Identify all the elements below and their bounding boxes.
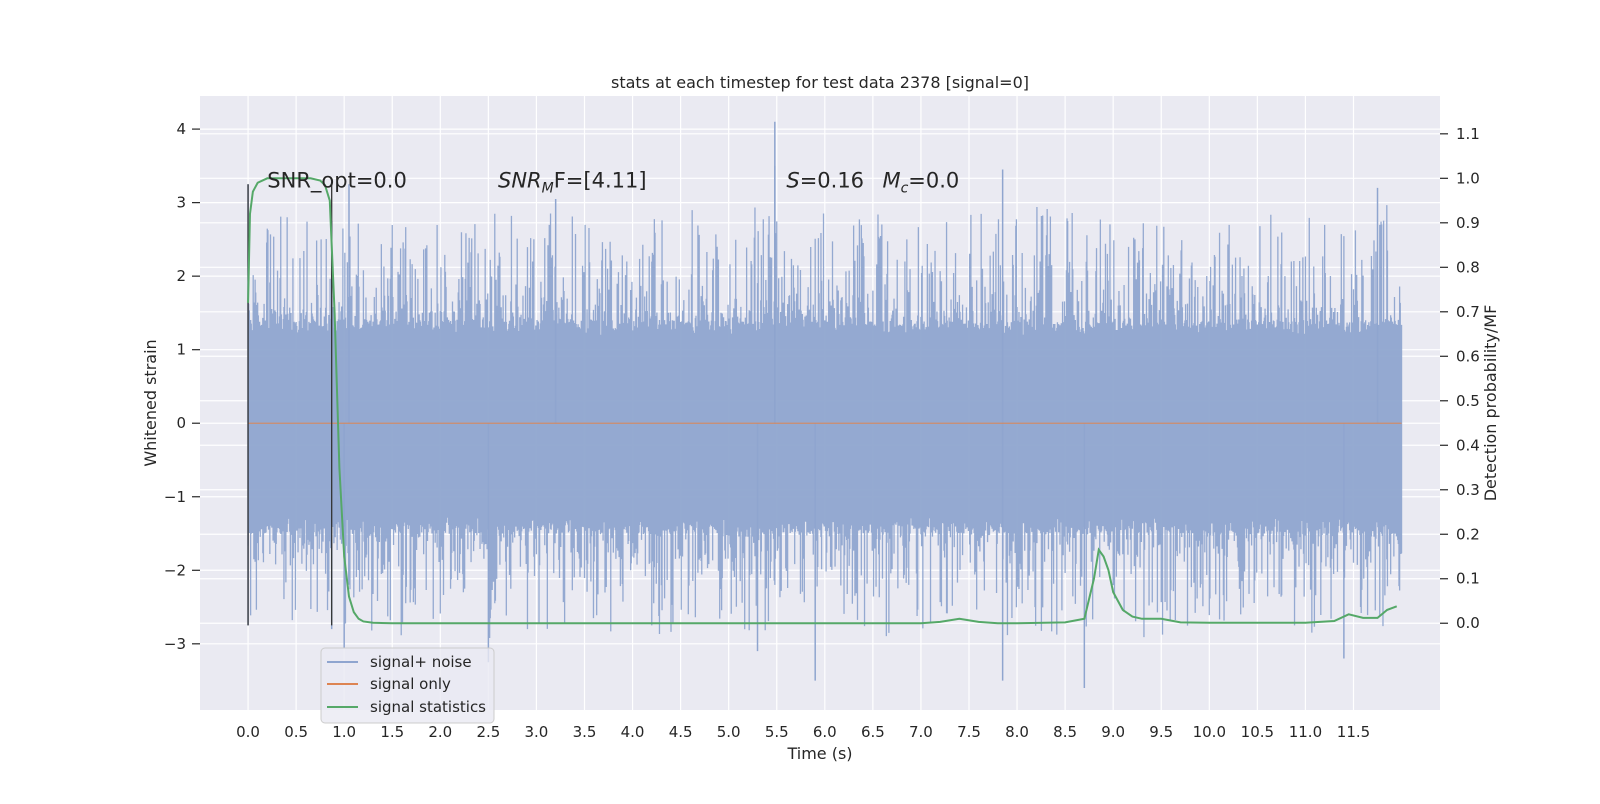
x-tick-label-22: 11.0 <box>1289 723 1322 741</box>
x-tick-label-10: 5.0 <box>717 723 741 741</box>
x-tick-label-14: 7.0 <box>909 723 933 741</box>
annotation-s-value: S=0.16 <box>786 169 864 193</box>
y-right-tick-label-8: 0.8 <box>1456 258 1480 276</box>
series-signal-statistics <box>247 177 1398 625</box>
legend-box <box>320 647 495 724</box>
signal-statistics-line <box>247 177 1398 625</box>
x-axis-ticks: 0.0 0.5 1.0 1.5 2.0 2.5 3.0 3.5 4.0 4.5 5.0 5.5 6.0 6… <box>236 723 1370 741</box>
x-tick-label-16: 8.0 <box>1005 723 1029 741</box>
y-left-tick-label-7: 4 <box>176 120 186 138</box>
y-right-tick-label-9: 0.9 <box>1456 214 1480 232</box>
y-right-tick-label-0: 0.0 <box>1456 614 1480 632</box>
x-tick-label-12: 6.0 <box>813 723 837 741</box>
annotation-mc-value-main: M <box>882 169 900 193</box>
x-tick-label-4: 2.0 <box>428 723 452 741</box>
annotation-s-value-rest: =0.16 <box>800 169 864 193</box>
y-right-tick-label-3: 0.3 <box>1456 481 1480 499</box>
annotation-snr-mf-main: SNR <box>498 169 542 193</box>
annotation-snr-mf-rest: F=[4.11] <box>554 169 647 193</box>
y-right-tick-label-4: 0.4 <box>1456 436 1480 454</box>
x-tick-label-21: 10.5 <box>1241 723 1274 741</box>
y-right-tick-label-5: 0.5 <box>1456 392 1480 410</box>
x-tick-label-2: 1.0 <box>332 723 356 741</box>
annotation-snr-mf: SNRMF=[4.11] <box>498 169 647 197</box>
x-tick-label-11: 5.5 <box>765 723 789 741</box>
y-right-tick-label-2: 0.2 <box>1456 525 1480 543</box>
x-tick-label-15: 7.5 <box>957 723 981 741</box>
y-left-tick-label-6: 3 <box>176 194 186 212</box>
annotations: SNR_opt=0.0 SNRMF=[4.11] S=0.16 Mc=0.0 <box>267 169 959 197</box>
annotation-mc-value: Mc=0.0 <box>882 169 959 197</box>
annotation-mc-value-sub: c <box>901 181 909 197</box>
x-tick-label-5: 2.5 <box>476 723 500 741</box>
x-tick-label-7: 3.5 <box>573 723 597 741</box>
annotation-snr-mf-sub: M <box>542 181 554 197</box>
x-tick-label-8: 4.0 <box>621 723 645 741</box>
y-right-tick-label-7: 0.7 <box>1456 303 1480 321</box>
legend-label-signal-noise: signal+ noise <box>370 653 472 671</box>
x-tick-label-0: 0.0 <box>236 723 260 741</box>
x-tick-label-13: 6.5 <box>861 723 885 741</box>
y-right-tick-label-6: 0.6 <box>1456 347 1480 365</box>
y-left-tick-label-5: 2 <box>176 267 186 285</box>
y-left-tick-label-0: −3 <box>164 635 186 653</box>
y-left-tick-label-3: 0 <box>176 414 186 432</box>
y-left-axis-ticks: −3 −2 −1 0 1 2 3 4 <box>164 120 200 653</box>
x-tick-label-3: 1.5 <box>380 723 404 741</box>
annotation-mc-value-rest: =0.0 <box>908 169 959 193</box>
y-right-tick-label-10: 1.0 <box>1456 169 1480 187</box>
annotation-s-value-main: S <box>786 169 799 193</box>
x-tick-label-20: 10.0 <box>1193 723 1226 741</box>
chart-title: stats at each timestep for test data 237… <box>611 73 1029 92</box>
x-axis-label: Time (s) <box>786 744 852 763</box>
y-right-tick-label-1: 0.1 <box>1456 570 1480 588</box>
x-tick-label-23: 11.5 <box>1337 723 1370 741</box>
legend-label-signal-only: signal only <box>370 675 451 693</box>
y-right-axis-label: Detection probability/MF <box>1481 305 1500 502</box>
y-right-tick-label-11: 1.1 <box>1456 125 1480 143</box>
legend-label-signal-statistics: signal statistics <box>370 698 486 716</box>
legend: signal+ noise signal only signal statist… <box>320 647 495 724</box>
y-left-tick-label-4: 1 <box>176 341 186 359</box>
y-left-axis-label: Whitened strain <box>141 339 160 466</box>
y-left-tick-label-2: −1 <box>164 488 186 506</box>
x-tick-label-1: 0.5 <box>284 723 308 741</box>
x-tick-label-18: 9.0 <box>1101 723 1125 741</box>
annotation-snr-opt: SNR_opt=0.0 <box>267 169 407 194</box>
x-tick-label-6: 3.0 <box>525 723 549 741</box>
y-right-axis-ticks: 0.0 0.1 0.2 0.3 0.4 0.5 0.6 0.7 0.8 0.9 1.0 1.1 <box>1440 125 1480 632</box>
x-tick-label-9: 4.5 <box>669 723 693 741</box>
x-tick-label-17: 8.5 <box>1053 723 1077 741</box>
y-left-tick-label-1: −2 <box>164 561 186 579</box>
x-tick-label-19: 9.5 <box>1149 723 1173 741</box>
